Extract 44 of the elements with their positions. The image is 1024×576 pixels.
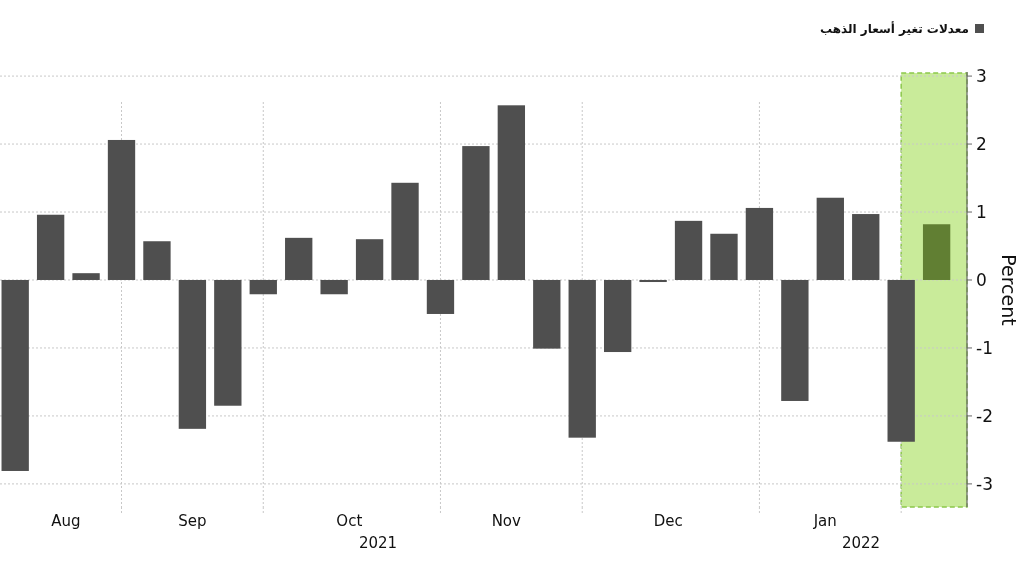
bar — [781, 279, 809, 401]
bar — [249, 279, 277, 295]
bar — [816, 197, 844, 280]
bar — [568, 279, 596, 438]
x-tick-label: Jan — [812, 512, 837, 530]
x-tick-label: Aug — [51, 512, 81, 530]
bar — [462, 146, 490, 280]
bar — [674, 220, 703, 280]
x-tick-label: Dec — [653, 512, 683, 530]
y-tick-label: 0 — [976, 269, 987, 290]
bar — [178, 279, 207, 429]
x-tick-label: Nov — [491, 512, 522, 530]
bar — [1, 279, 29, 471]
bar — [285, 237, 313, 280]
bar — [745, 207, 774, 280]
bar — [639, 279, 667, 283]
legend: معدلات تغير أسعار الذهب — [820, 22, 984, 36]
x-tick-label: Oct — [336, 512, 363, 530]
y-tick-label: -1 — [976, 337, 993, 358]
y-tick-label: 1 — [976, 202, 987, 223]
bar — [426, 279, 455, 314]
bar — [355, 239, 384, 280]
y-tick-label: 3 — [976, 66, 987, 87]
bar — [533, 279, 561, 349]
bar — [710, 233, 738, 280]
bar — [72, 273, 100, 280]
y-tick-label: 2 — [976, 134, 987, 155]
x-tick-label: Sep — [178, 512, 207, 530]
bar — [391, 182, 419, 280]
bar — [497, 105, 526, 280]
bar — [320, 279, 348, 295]
bar — [852, 214, 880, 280]
y-axis-title: Percent — [998, 254, 1020, 326]
bar — [214, 279, 242, 406]
bar — [922, 224, 951, 280]
bar — [887, 279, 915, 442]
text: 2021 — [358, 534, 398, 552]
text: 2022 — [841, 534, 881, 552]
y-tick-label: -2 — [976, 405, 993, 426]
bar — [604, 279, 632, 353]
bar — [107, 139, 136, 280]
bar — [36, 214, 65, 280]
y-tick-label: -3 — [976, 473, 993, 494]
bar — [143, 241, 171, 280]
